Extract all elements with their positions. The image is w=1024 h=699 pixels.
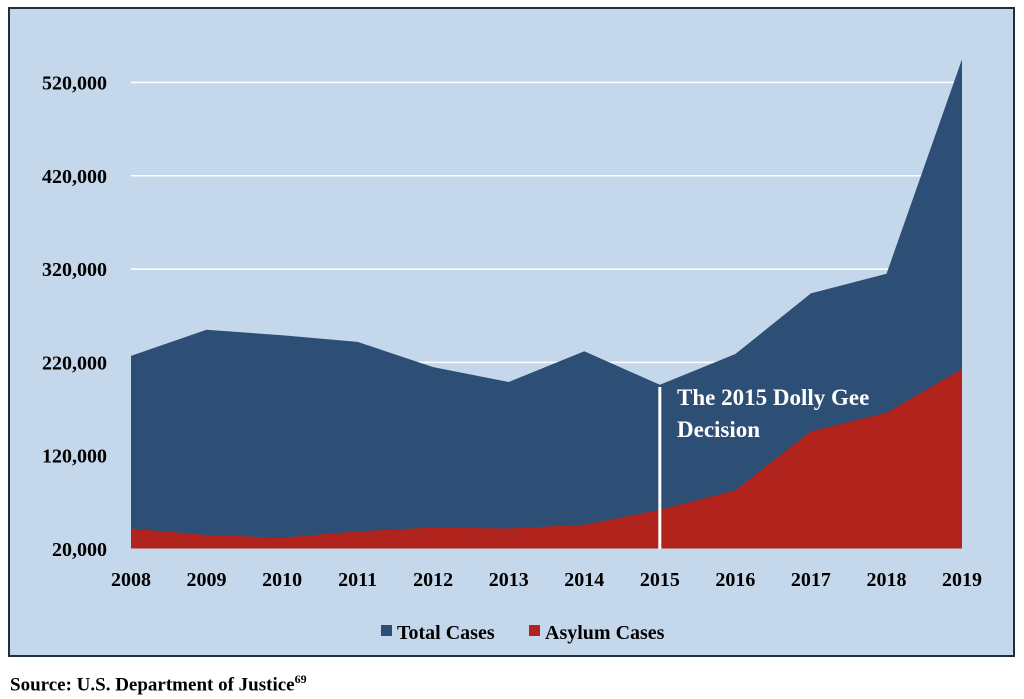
x-tick-label: 2008 <box>111 569 151 591</box>
y-tick-label: 320,000 <box>42 259 107 281</box>
x-tick-label: 2013 <box>489 569 529 591</box>
x-tick-label: 2016 <box>715 569 755 591</box>
x-tick-label: 2014 <box>564 569 604 591</box>
legend-swatch-asylum-cases <box>529 625 540 636</box>
y-axis-ticks: 20,000 120,000 220,000 320,000 420,000 520,00… <box>42 73 107 562</box>
area-chart: The 2015 Dolly Gee Decision 20,000 120,00… <box>42 59 982 644</box>
annotation-text-line2: Decision <box>677 417 760 442</box>
x-tick-label: 2012 <box>413 569 453 591</box>
x-tick-label: 2018 <box>866 569 906 591</box>
x-axis-ticks: 2008 2009 2010 2011 2012 2013 2014 2015 2016 2017… <box>111 569 982 591</box>
x-tick-label: 2011 <box>338 569 377 591</box>
y-tick-label: 520,000 <box>42 73 107 95</box>
annotation-text-line1: The 2015 Dolly Gee <box>677 385 869 410</box>
x-tick-label: 2019 <box>942 569 982 591</box>
annotation: The 2015 Dolly Gee Decision <box>658 385 869 549</box>
area-series <box>131 59 962 550</box>
area-total-cases <box>131 59 962 549</box>
x-tick-label: 2009 <box>187 569 227 591</box>
legend-label-total-cases: Total Cases <box>397 622 495 644</box>
legend-swatch-total-cases <box>381 625 392 636</box>
area-asylum-cases <box>131 368 962 549</box>
x-tick-label: 2017 <box>791 569 831 591</box>
y-tick-label: 420,000 <box>42 166 107 188</box>
source-footnote: 69 <box>294 672 307 686</box>
source-note: Source: U.S. Department of Justice69 <box>10 672 307 696</box>
x-tick-label: 2015 <box>640 569 680 591</box>
legend-label-asylum-cases: Asylum Cases <box>545 622 665 644</box>
legend: Total Cases Asylum Cases <box>381 622 665 644</box>
source-text: Source: U.S. Department of Justice <box>10 674 295 696</box>
y-tick-label: 120,000 <box>42 446 107 468</box>
x-tick-label: 2010 <box>262 569 302 591</box>
y-tick-label: 220,000 <box>42 352 107 374</box>
y-tick-label: 20,000 <box>52 539 107 561</box>
